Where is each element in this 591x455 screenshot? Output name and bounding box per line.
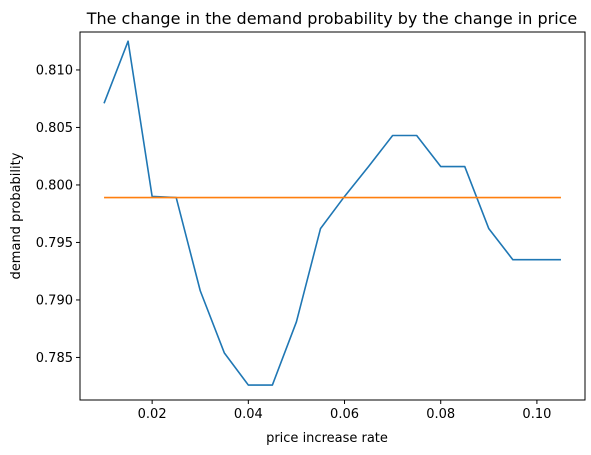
chart-title: The change in the demand probability by … xyxy=(86,9,578,28)
x-tick-label: 0.06 xyxy=(330,407,359,422)
x-tick-label: 0.08 xyxy=(426,407,455,422)
y-tick-label: 0.810 xyxy=(36,63,73,78)
y-tick-label: 0.785 xyxy=(36,351,73,366)
plot-area xyxy=(103,40,561,386)
y-axis-label: demand probability xyxy=(9,152,24,279)
plot-frame xyxy=(79,31,586,401)
x-tick-label: 0.04 xyxy=(234,407,263,422)
x-tick-label: 0.02 xyxy=(138,407,167,422)
y-axis: 0.785 0.790 0.795 0.800 0.805 0.810 xyxy=(36,63,80,366)
x-axis: 0.02 0.04 0.06 0.08 0.10 xyxy=(138,400,551,422)
x-tick-label: 0.10 xyxy=(522,407,551,422)
y-tick-label: 0.795 xyxy=(36,236,73,251)
series-line-1 xyxy=(103,40,561,386)
y-tick-label: 0.805 xyxy=(36,121,73,136)
x-axis-label: price increase rate xyxy=(266,431,388,446)
y-tick-label: 0.800 xyxy=(36,178,73,193)
y-tick-label: 0.790 xyxy=(36,293,73,308)
